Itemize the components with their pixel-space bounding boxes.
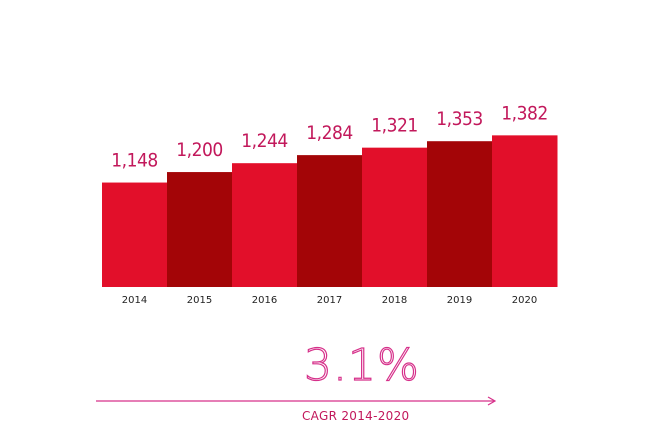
value-label-2018: 1,321 bbox=[371, 115, 417, 137]
x-tick-label-2015: 2015 bbox=[187, 295, 212, 306]
x-tick-label-2014: 2014 bbox=[122, 295, 147, 306]
cagr-arrow bbox=[96, 396, 497, 406]
x-tick-label-2016: 2016 bbox=[252, 295, 277, 306]
x-tick-label-2018: 2018 bbox=[382, 295, 407, 306]
x-tick-label-2019: 2019 bbox=[447, 295, 472, 306]
tick-labels-group: 2014 2015 2016 2017 2018 2019 2020 bbox=[122, 295, 537, 306]
bar-2015 bbox=[167, 172, 233, 287]
bars-group bbox=[102, 135, 558, 287]
bar-2016 bbox=[232, 163, 298, 287]
value-label-2015: 1,200 bbox=[176, 139, 222, 161]
bar-2014 bbox=[102, 182, 168, 287]
x-tick-label-2017: 2017 bbox=[317, 295, 342, 306]
value-label-2019: 1,353 bbox=[436, 108, 482, 130]
bar-2018 bbox=[362, 147, 428, 287]
value-label-2014: 1,148 bbox=[111, 150, 157, 172]
bar-2019 bbox=[427, 141, 493, 287]
value-label-2020: 1,382 bbox=[501, 102, 547, 124]
value-label-2016: 1,244 bbox=[241, 130, 287, 152]
value-labels-group: 1,148 1,200 1,244 1,284 1,321 1,353 1,382 bbox=[111, 102, 548, 172]
x-tick-label-2020: 2020 bbox=[512, 295, 537, 306]
bar-2017 bbox=[297, 155, 363, 287]
cagr-arrow-head bbox=[487, 396, 497, 406]
cagr-value: 3.1% bbox=[303, 340, 420, 391]
cagr-label: CAGR 2014-2020 bbox=[302, 409, 410, 423]
value-label-2017: 1,284 bbox=[306, 122, 352, 144]
bar-2020 bbox=[492, 135, 558, 287]
